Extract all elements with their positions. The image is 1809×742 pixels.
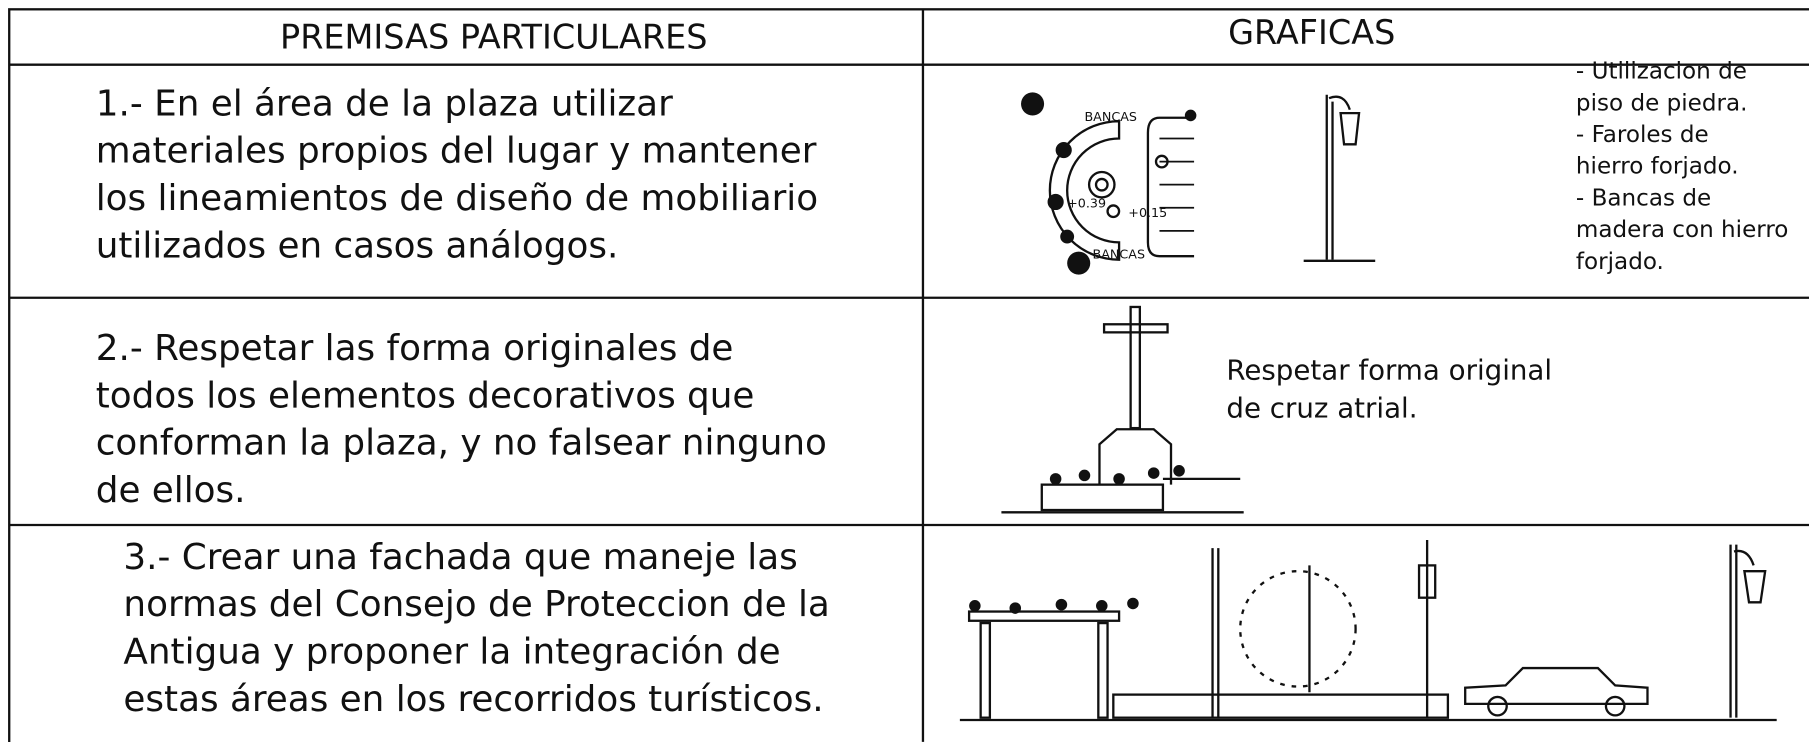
premise-line: normas del Consejo de Proteccion de la (123, 584, 829, 625)
header-left: PREMISAS PARTICULARES (280, 18, 707, 57)
premise-line: los lineamientos de diseño de mobiliario (96, 178, 818, 219)
graphic-note: hierro forjado. (1576, 154, 1739, 180)
plaza-plan-drawing (1021, 92, 1197, 275)
header-right: GRAFICAS (1228, 13, 1395, 52)
graphic-note: forjado. (1576, 249, 1664, 275)
premise-line: conforman la plaza, y no falsear ninguno (96, 423, 827, 464)
graphic-note: - Bancas de (1576, 185, 1711, 211)
facade-elevation-drawing (959, 540, 1777, 722)
graphic-note: madera con hierro (1576, 217, 1788, 243)
table-grid (8, 8, 1809, 742)
graphic-note: - Faroles de (1576, 122, 1709, 148)
drawing-label: +0.15 (1128, 205, 1167, 220)
graphic-note: de cruz atrial. (1226, 392, 1417, 425)
drawing-label: +0.39 (1067, 196, 1106, 211)
lamp-post (1303, 94, 1376, 262)
premise-line: 1.- En el área de la plaza utilizar (96, 83, 673, 124)
atrial-cross-drawing (1001, 305, 1244, 514)
premise-line: Antigua y proponer la integración de (123, 631, 780, 672)
premise-line: estas áreas en los recorridos turísticos… (123, 679, 823, 720)
premise-line: 2.- Respetar las forma originales de (96, 328, 734, 369)
drawing-label: BANCAS (1084, 109, 1136, 124)
premise-line: todos los elementos decorativos que (96, 375, 755, 416)
drawing-label: BANCAS (1093, 247, 1145, 262)
premise-line: materiales propios del lugar y mantener (96, 131, 817, 172)
premise-line: utilizados en casos análogos. (96, 225, 619, 266)
premise-line: de ellos. (96, 470, 246, 511)
premise-line: 3.- Crear una fachada que maneje las (123, 537, 797, 578)
graphic-note: piso de piedra. (1576, 90, 1747, 116)
graphic-note: - Utilizacion de (1576, 59, 1747, 85)
graphic-note: Respetar forma original (1226, 354, 1552, 387)
texts: 1.- En el área de la plaza utilizar mater… (96, 59, 1789, 720)
